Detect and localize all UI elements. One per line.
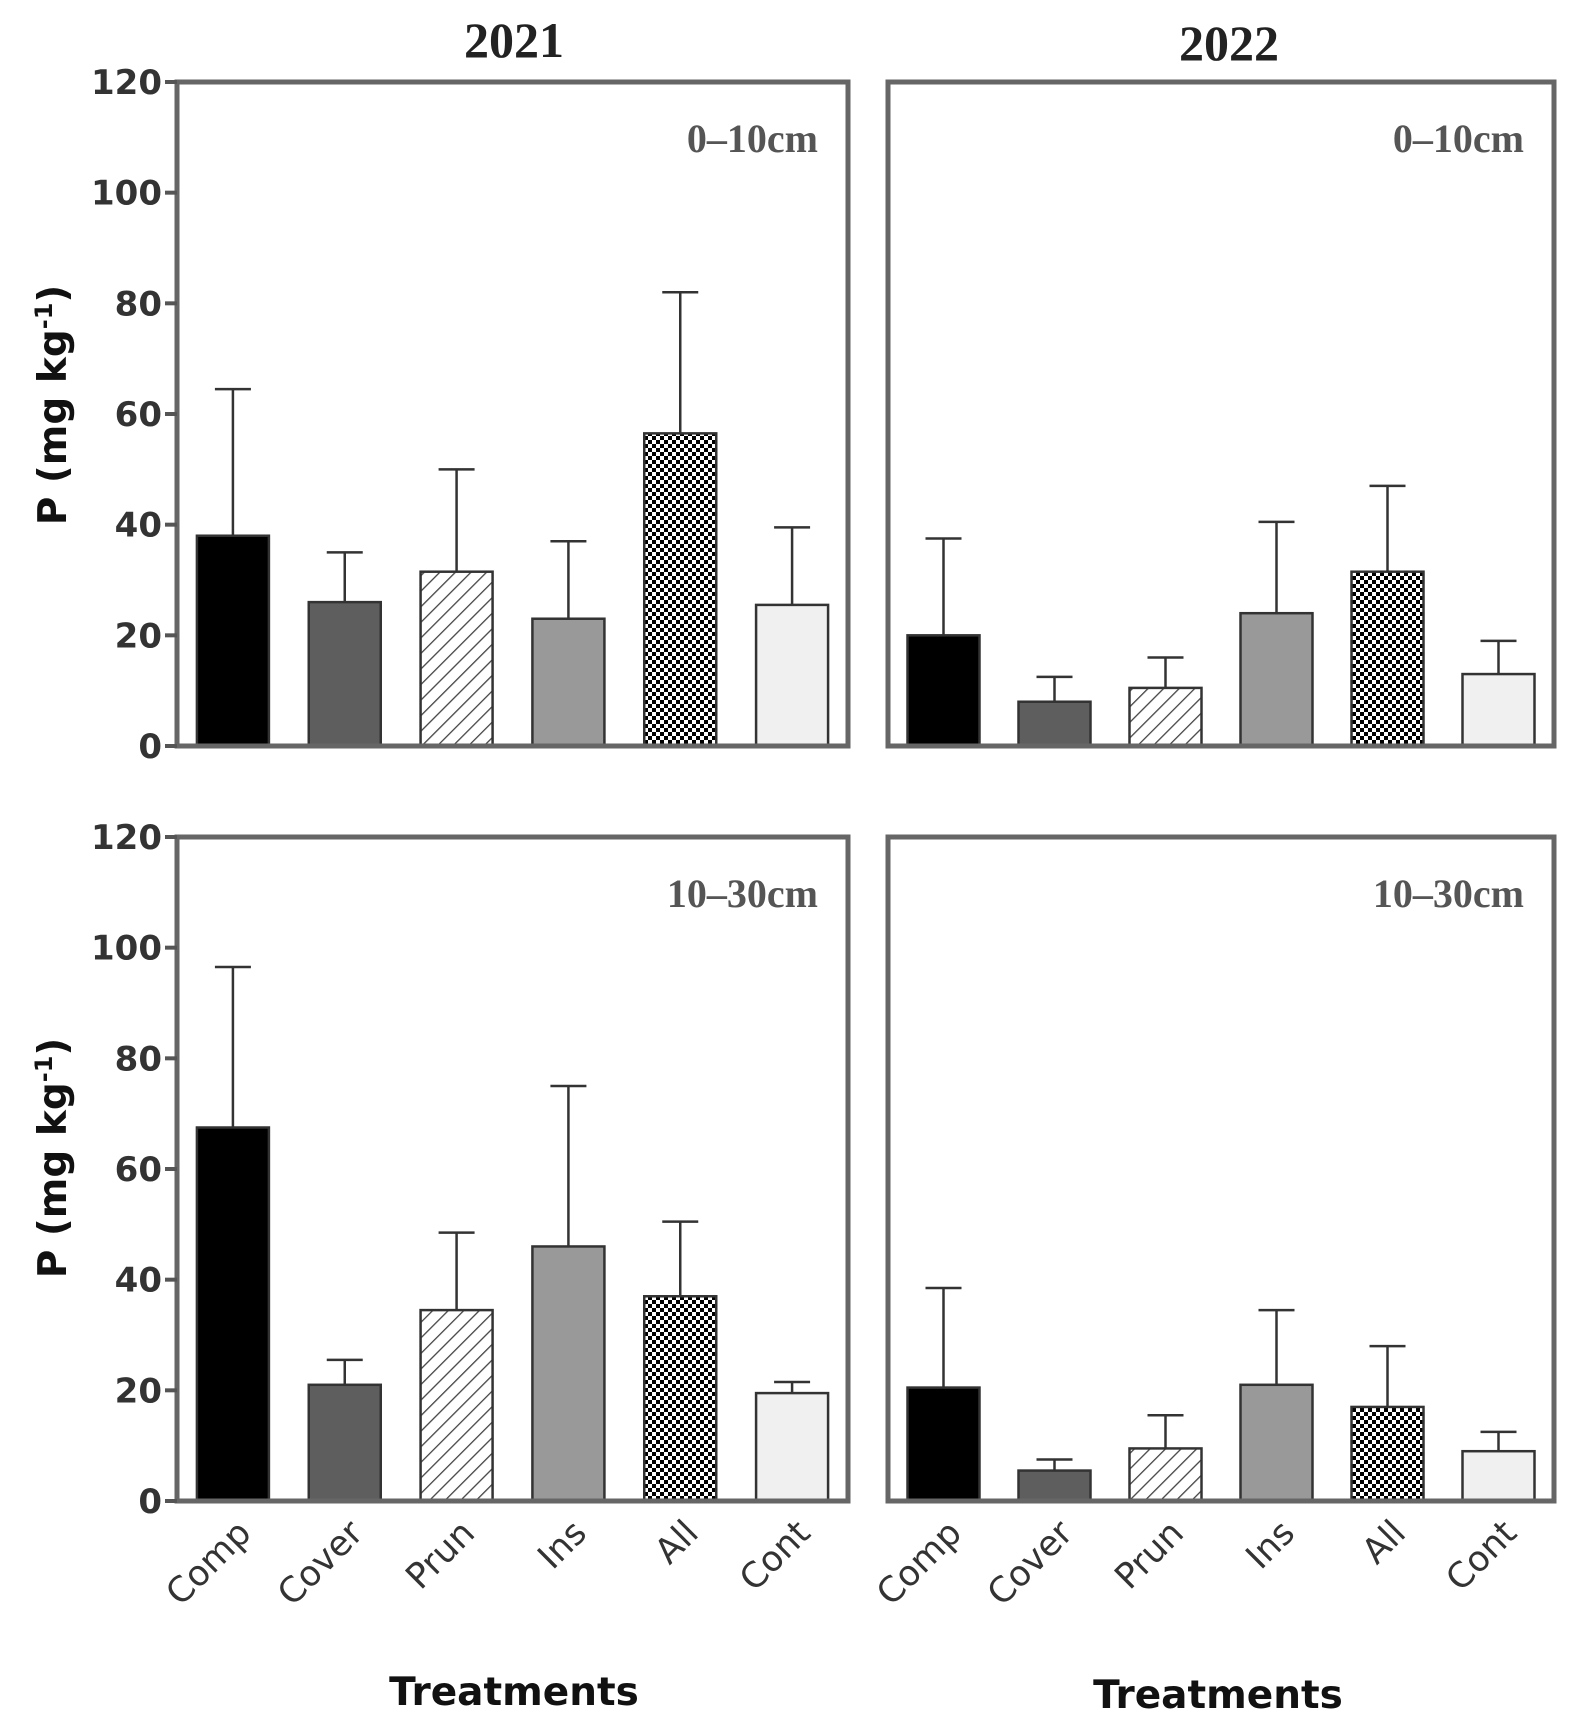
y-axis-title-main: P (mg kg: [31, 329, 76, 525]
y-axis-title-bottom: P (mg kg-1): [30, 1038, 76, 1278]
y-tick-label: 80: [115, 1039, 162, 1079]
bar-comp: [906, 634, 981, 748]
bar-cont: [1461, 672, 1536, 748]
y-tick-label: 60: [115, 395, 162, 435]
bar-cont: [1461, 1449, 1536, 1503]
category-label-prun: Prun: [399, 1513, 483, 1597]
depth-label: 10–30cm: [1373, 871, 1524, 916]
bar-comp: [195, 1126, 271, 1503]
category-label-all: All: [648, 1513, 707, 1572]
y-tick-label: 40: [115, 1261, 162, 1301]
category-label-comp: Comp: [869, 1513, 970, 1614]
bar-prun: [419, 1308, 494, 1503]
bar-ins: [531, 1245, 606, 1503]
y-tick-label: 0: [138, 727, 162, 767]
plot-frame: [885, 834, 1557, 1504]
bar-comp: [906, 1386, 981, 1503]
depth-label: 0–10cm: [687, 116, 818, 161]
bar-all: [1350, 570, 1425, 748]
y-tick-label: 120: [91, 63, 162, 103]
bar-comp: [195, 534, 271, 748]
panel-2021-shallow: 0–10cm 0 20 40 60 80 100 120: [91, 63, 851, 767]
category-label-cover: Cover: [980, 1513, 1081, 1614]
bar-prun: [1128, 1447, 1203, 1503]
bar-cont: [754, 1391, 830, 1503]
bar-all: [1350, 1405, 1425, 1503]
y-tick-label: 0: [138, 1482, 162, 1522]
y-tick-label: 20: [115, 616, 162, 656]
category-label-comp: Comp: [159, 1513, 260, 1614]
bar-all: [643, 1295, 718, 1503]
y-tick-label: 100: [91, 929, 162, 969]
y-axis-title-main: P (mg kg: [31, 1082, 76, 1278]
y-tick-label: 120: [91, 818, 162, 858]
bar-ins: [1239, 611, 1314, 748]
category-label-ins: Ins: [1239, 1513, 1303, 1577]
y-axis-title-close: ): [31, 285, 76, 303]
bar-prun: [1128, 686, 1203, 748]
depth-label: 0–10cm: [1393, 116, 1524, 161]
bar-cont: [754, 603, 830, 748]
panel-2021-deep: 10–30cm 0 20 40 60 80 100 120 Comp Cover Prun Ins Al…: [91, 818, 851, 1614]
bar-ins: [531, 617, 606, 748]
x-axis-title-right: Treatments: [1093, 1673, 1343, 1718]
category-label-ins: Ins: [531, 1513, 595, 1577]
bar-all: [643, 432, 718, 748]
bar-cover: [307, 600, 382, 748]
plot-frame: [885, 79, 1557, 749]
category-label-cont: Cont: [1439, 1513, 1525, 1599]
panel-2022-deep: 10–30cm Comp Cover Prun Ins All Cont: [869, 834, 1557, 1614]
bar-cover: [1017, 700, 1092, 748]
category-label-cover: Cover: [270, 1513, 371, 1614]
category-label-all: All: [1355, 1513, 1414, 1572]
y-tick-label: 80: [115, 284, 162, 324]
y-axis-title-superscript: -1: [30, 303, 58, 330]
column-title-2022: 2022: [1179, 15, 1279, 71]
x-axis-title-left: Treatments: [389, 1670, 639, 1715]
bar-prun: [419, 570, 494, 748]
panel-2022-shallow: 0–10cm: [885, 79, 1557, 749]
y-tick-label: 60: [115, 1150, 162, 1190]
category-label-cont: Cont: [732, 1513, 818, 1599]
bar-cover: [307, 1383, 382, 1503]
y-tick-label: 100: [91, 174, 162, 214]
y-axis-title-superscript: -1: [30, 1056, 58, 1083]
bar-cover: [1017, 1469, 1092, 1503]
plot-frame: [174, 834, 851, 1504]
depth-label: 10–30cm: [667, 871, 818, 916]
y-tick-label: 20: [115, 1371, 162, 1411]
plot-frame: [174, 79, 851, 749]
y-axis-title-close: ): [31, 1038, 76, 1056]
column-title-2021: 2021: [464, 12, 564, 68]
bar-ins: [1239, 1383, 1314, 1503]
panels-layer: 0–10cm 0 20 40 60 80 100 120 0–10cm 10–30cm 0 20 40 6…: [91, 63, 1557, 1614]
category-label-prun: Prun: [1108, 1513, 1192, 1597]
y-tick-label: 40: [115, 506, 162, 546]
y-axis-title-top: P (mg kg-1): [30, 285, 76, 525]
